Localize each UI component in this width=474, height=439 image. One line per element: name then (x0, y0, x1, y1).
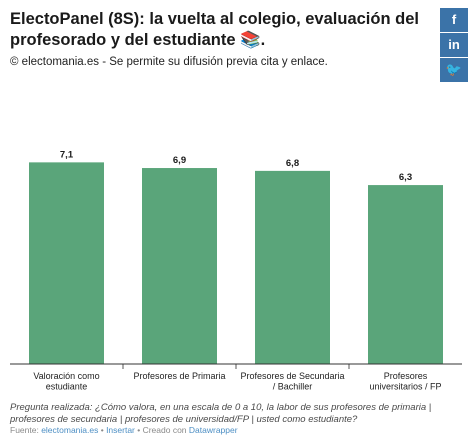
linkedin-icon: in (448, 37, 460, 52)
category-label: Profesores de Secundaria / Bachiller (240, 371, 344, 392)
twitter-share-button[interactable]: 🐦 (440, 58, 468, 82)
bar-2 (142, 168, 217, 364)
question-note: Pregunta realizada: ¿Cómo valora, en una… (10, 402, 432, 425)
source-separator: • (98, 425, 107, 435)
bar-3 (255, 170, 330, 364)
bar-4 (368, 185, 443, 364)
bar-value-label: 6,9 (173, 155, 186, 166)
category-label: Profesores universitarios / FP (369, 371, 441, 392)
source-line: Fuente: electomania.es • Insertar • Crea… (10, 425, 238, 436)
chart-title: ElectoPanel (8S): la vuelta al colegio, … (10, 10, 419, 49)
bar-1 (29, 162, 104, 364)
twitter-icon: 🐦 (445, 62, 463, 77)
linkedin-share-button[interactable]: in (440, 33, 468, 57)
bar-value-label: 6,3 (399, 172, 412, 183)
category-label: Valoración como estudiante (33, 371, 99, 392)
datawrapper-link[interactable]: Datawrapper (188, 425, 238, 435)
bar-value-label: 6,8 (286, 158, 299, 169)
insert-link[interactable]: Insertar (106, 425, 135, 435)
share-buttons: f in 🐦 (440, 8, 468, 83)
facebook-share-button[interactable]: f (440, 8, 468, 32)
category-label: Profesores de Primaria (133, 371, 225, 381)
source-link[interactable]: electomania.es (41, 425, 99, 435)
bar-value-label: 7,1 (60, 149, 74, 160)
chart-subtitle: © electomania.es - Se permite su difusió… (10, 56, 328, 68)
source-prefix: Fuente: (10, 425, 42, 435)
created-with-text: • Creado con (134, 425, 189, 435)
facebook-icon: f (451, 12, 457, 27)
